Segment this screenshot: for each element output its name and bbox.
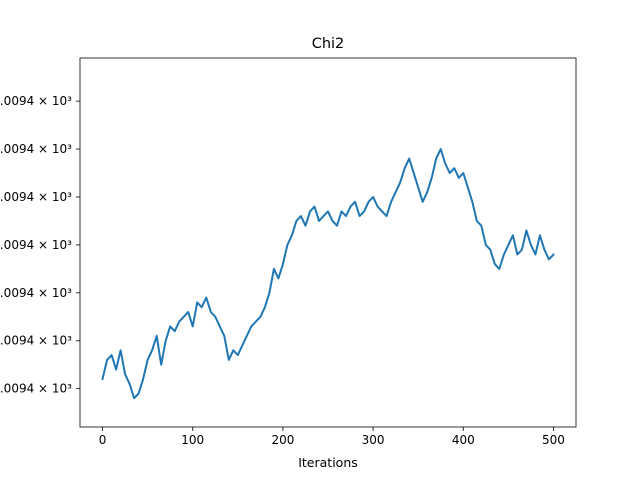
y-tick-label: 1.0094 × 10³: [0, 190, 72, 204]
y-tick-label: 1.0094 × 10³: [0, 94, 72, 108]
y-axis-ticks: 1.0094 × 10³ 1.0094 × 10³ 1.0094 × 10³ 1.00…: [0, 94, 80, 396]
x-tick-label: 300: [362, 433, 385, 447]
x-axis-label: Iterations: [298, 455, 358, 470]
y-tick-label: 1.0094 × 10³: [0, 238, 72, 252]
y-tick-label: 1.0094 × 10³: [0, 334, 72, 348]
x-tick-label: 500: [542, 433, 565, 447]
y-tick-label: 1.0094 × 10³: [0, 142, 72, 156]
x-axis-ticks: 0 100 200 300 400 500: [99, 427, 565, 447]
y-tick-label: 1.0094 × 10³: [0, 382, 72, 396]
x-tick-label: 100: [181, 433, 204, 447]
chart-title: Chi2: [312, 36, 345, 52]
chi2-series-line: [101, 148, 555, 400]
plot-frame: [79, 57, 577, 428]
x-tick-label: 0: [99, 433, 107, 447]
plot-area: [101, 148, 555, 400]
x-tick-label: 200: [271, 433, 294, 447]
y-tick-label: 1.0094 × 10³: [0, 286, 72, 300]
x-tick-label: 400: [452, 433, 475, 447]
